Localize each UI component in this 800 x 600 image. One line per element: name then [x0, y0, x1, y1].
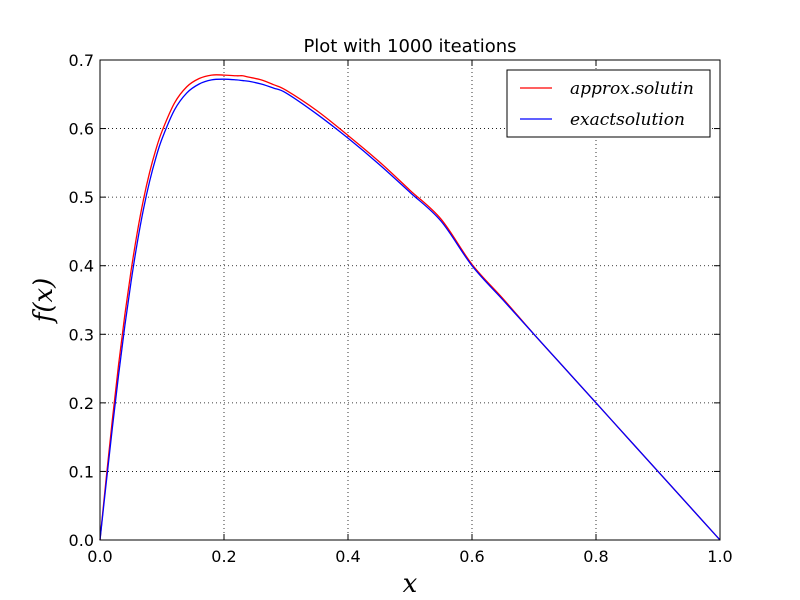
- plot-frame: [99, 59, 721, 541]
- x-tick-label: 0.6: [459, 547, 484, 566]
- y-tick-label: 0.7: [69, 51, 94, 70]
- x-tick-label: 0.4: [335, 547, 360, 566]
- y-tick-label: 0.3: [69, 325, 94, 344]
- legend-label-exact: exactsolution: [570, 110, 685, 130]
- y-tick-label: 0.0: [69, 531, 94, 550]
- y-tick-label: 0.1: [69, 462, 94, 481]
- x-tick-label: 0.8: [583, 547, 608, 566]
- y-axis-label: f(x): [29, 278, 59, 325]
- y-tick-label: 0.2: [69, 394, 94, 413]
- y-tick-label: 0.4: [69, 257, 94, 276]
- x-axis-label: x: [403, 569, 418, 599]
- x-tick-label: 1.0: [707, 547, 732, 566]
- y-tick-label: 0.5: [69, 188, 94, 207]
- legend: approx.solutin exactsolution: [506, 69, 711, 138]
- series-layer: [99, 74, 721, 541]
- legend-box: [506, 69, 711, 138]
- x-tick-label: 0.0: [87, 547, 112, 566]
- chart-title: Plot with 1000 iteations: [303, 36, 516, 57]
- legend-label-approx: approx.solutin: [570, 79, 694, 99]
- x-tick-label: 0.2: [211, 547, 236, 566]
- y-tick-label: 0.6: [69, 120, 94, 139]
- series-line-1: [99, 78, 721, 541]
- ticks: 0.0 0.2 0.4 0.6 0.8 1.0 0.0 0.1 0.2 0.3 0.4 0.5 0.6 0…: [69, 51, 733, 566]
